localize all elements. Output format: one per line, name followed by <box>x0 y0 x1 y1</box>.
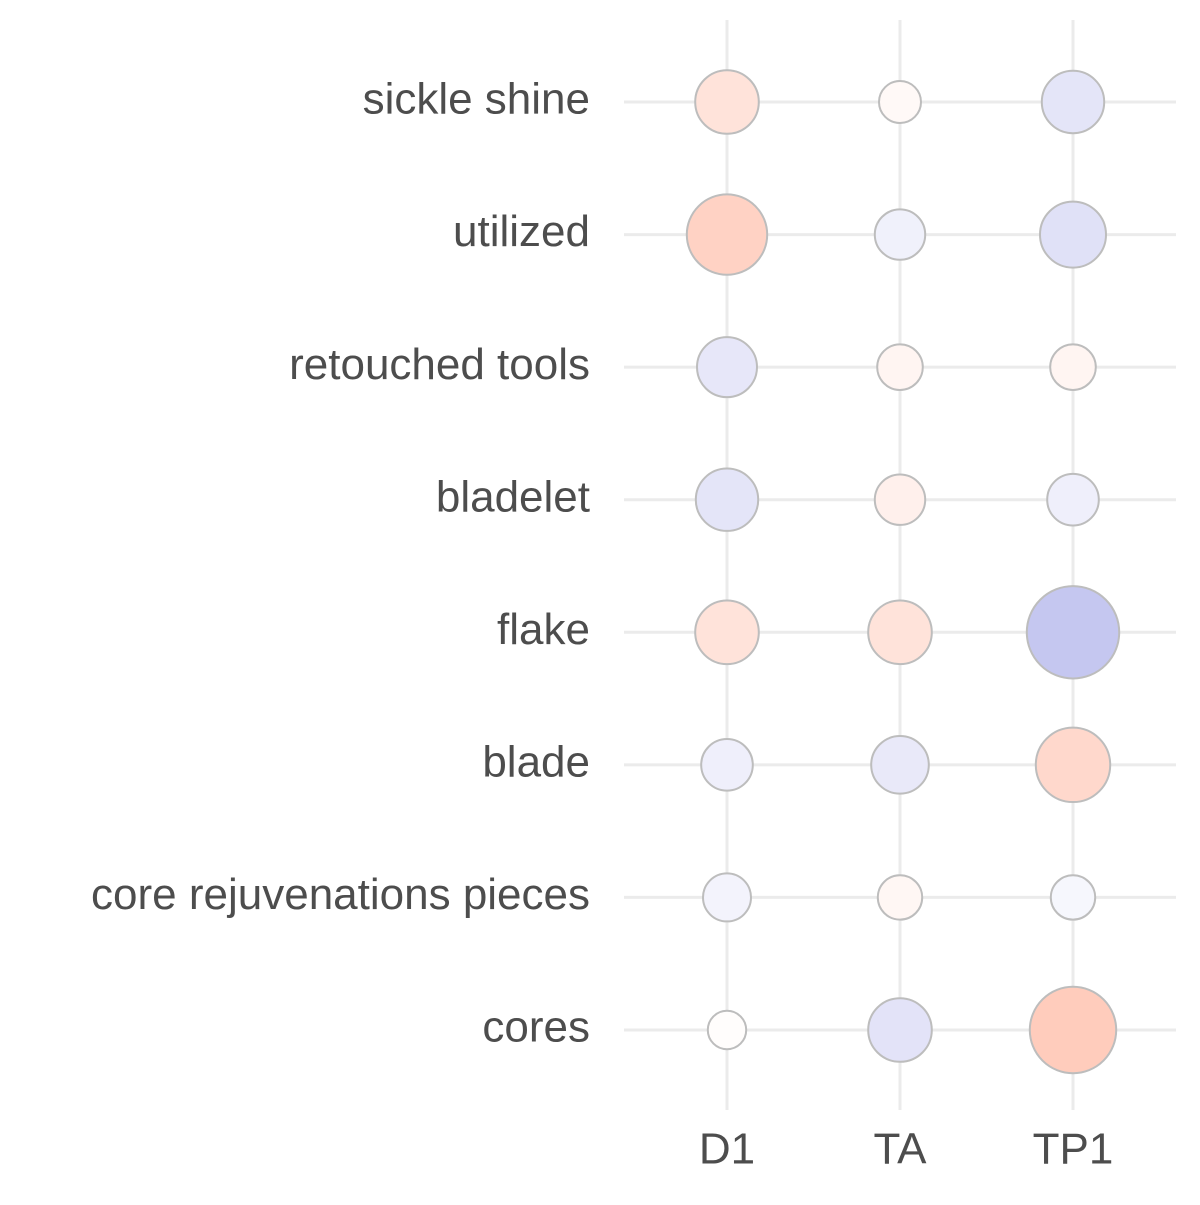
balloon <box>702 872 752 923</box>
y-tick-label: cores <box>482 1003 590 1052</box>
y-tick-label: flake <box>497 605 590 654</box>
balloon <box>876 343 924 391</box>
balloon <box>685 193 769 276</box>
balloon <box>1025 585 1121 680</box>
balloon <box>867 599 933 666</box>
balloon <box>1034 726 1112 804</box>
x-tick-label: TP1 <box>1033 1125 1114 1174</box>
balloon <box>694 599 760 666</box>
balloon <box>696 336 758 399</box>
y-tick-label: core rejuvenations pieces <box>91 870 590 919</box>
balloon <box>873 208 927 261</box>
balloon <box>878 80 922 124</box>
y-tick-label: retouched tools <box>289 340 590 389</box>
y-tick-label: bladelet <box>436 472 590 521</box>
balloon <box>870 735 930 795</box>
y-tick-label: sickle shine <box>363 75 590 124</box>
balloon <box>694 69 760 135</box>
balloon <box>867 997 933 1063</box>
balloon <box>1028 985 1118 1075</box>
balloon <box>1039 200 1107 269</box>
y-tick-label: utilized <box>453 207 590 256</box>
x-tick-label: TA <box>874 1125 928 1174</box>
balloon <box>700 738 754 792</box>
balloon <box>694 467 760 532</box>
balloon <box>706 1009 748 1051</box>
balloon <box>1046 472 1100 527</box>
balloon <box>876 874 924 921</box>
balloon <box>1049 874 1097 921</box>
balloon <box>1049 343 1097 391</box>
x-tick-label: D1 <box>699 1125 755 1174</box>
y-tick-label: blade <box>482 737 590 786</box>
balloon <box>1040 69 1106 135</box>
balloon <box>873 473 927 526</box>
